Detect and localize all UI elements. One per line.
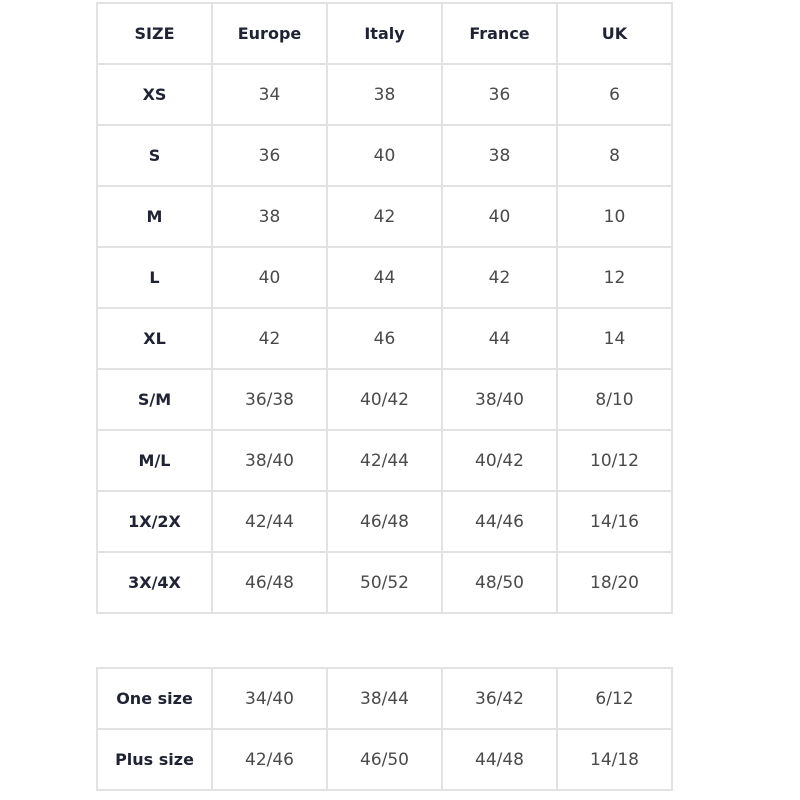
column-header: France xyxy=(441,2,558,65)
column-header: UK xyxy=(556,2,673,65)
size-value-cell: 38 xyxy=(441,124,558,187)
size-value-cell: 38/40 xyxy=(441,368,558,431)
size-value-cell: 34/40 xyxy=(211,667,328,730)
size-value-cell: 36/42 xyxy=(441,667,558,730)
size-label-cell: 1X/2X xyxy=(96,490,213,553)
size-value-cell: 40/42 xyxy=(326,368,443,431)
size-value-cell: 40 xyxy=(211,246,328,309)
size-value-cell: 46/48 xyxy=(211,551,328,614)
size-value-cell: 50/52 xyxy=(326,551,443,614)
table-row: S 36 40 38 8 xyxy=(96,124,673,187)
special-sizes-table: One size 34/40 38/44 36/42 6/12 Plus size 42/4… xyxy=(96,667,673,791)
size-value-cell: 42/44 xyxy=(211,490,328,553)
size-value-cell: 34 xyxy=(211,63,328,126)
size-value-cell: 14/16 xyxy=(556,490,673,553)
table-row: L 40 44 42 12 xyxy=(96,246,673,309)
table-row: 3X/4X 46/48 50/52 48/50 18/20 xyxy=(96,551,673,614)
size-value-cell: 44 xyxy=(326,246,443,309)
table-row: S/M 36/38 40/42 38/40 8/10 xyxy=(96,368,673,431)
size-label-cell: XS xyxy=(96,63,213,126)
size-value-cell: 14/18 xyxy=(556,728,673,791)
size-value-cell: 46/48 xyxy=(326,490,443,553)
column-header: Europe xyxy=(211,2,328,65)
size-value-cell: 48/50 xyxy=(441,551,558,614)
table-row: XS 34 38 36 6 xyxy=(96,63,673,126)
size-value-cell: 42/46 xyxy=(211,728,328,791)
size-value-cell: 42 xyxy=(211,307,328,370)
size-value-cell: 44/46 xyxy=(441,490,558,553)
size-value-cell: 42 xyxy=(326,185,443,248)
size-conversion-table: SIZE Europe Italy France UK XS 34 38 36 6 S 36 40 38 8… xyxy=(96,2,673,614)
size-value-cell: 44 xyxy=(441,307,558,370)
size-value-cell: 44/48 xyxy=(441,728,558,791)
header-row: SIZE Europe Italy France UK xyxy=(96,2,673,65)
size-value-cell: 10 xyxy=(556,185,673,248)
size-label-cell: S/M xyxy=(96,368,213,431)
size-value-cell: 38/40 xyxy=(211,429,328,492)
size-value-cell: 8 xyxy=(556,124,673,187)
size-value-cell: 46 xyxy=(326,307,443,370)
size-value-cell: 18/20 xyxy=(556,551,673,614)
size-value-cell: 6/12 xyxy=(556,667,673,730)
size-label-cell: S xyxy=(96,124,213,187)
size-label-cell: XL xyxy=(96,307,213,370)
size-value-cell: 40/42 xyxy=(441,429,558,492)
size-value-cell: 12 xyxy=(556,246,673,309)
size-value-cell: 10/12 xyxy=(556,429,673,492)
table-row: One size 34/40 38/44 36/42 6/12 xyxy=(96,667,673,730)
table-row: XL 42 46 44 14 xyxy=(96,307,673,370)
size-value-cell: 36 xyxy=(211,124,328,187)
size-value-cell: 6 xyxy=(556,63,673,126)
size-label-cell: L xyxy=(96,246,213,309)
size-label-cell: M/L xyxy=(96,429,213,492)
table-row: 1X/2X 42/44 46/48 44/46 14/16 xyxy=(96,490,673,553)
size-label-cell: 3X/4X xyxy=(96,551,213,614)
size-value-cell: 38 xyxy=(211,185,328,248)
size-value-cell: 14 xyxy=(556,307,673,370)
size-label-cell: One size xyxy=(96,667,213,730)
column-header: Italy xyxy=(326,2,443,65)
size-value-cell: 42 xyxy=(441,246,558,309)
size-value-cell: 38/44 xyxy=(326,667,443,730)
table-row: M/L 38/40 42/44 40/42 10/12 xyxy=(96,429,673,492)
size-value-cell: 46/50 xyxy=(326,728,443,791)
size-label-cell: Plus size xyxy=(96,728,213,791)
size-value-cell: 36 xyxy=(441,63,558,126)
column-header: SIZE xyxy=(96,2,213,65)
table-row: M 38 42 40 10 xyxy=(96,185,673,248)
size-value-cell: 40 xyxy=(326,124,443,187)
size-label-cell: M xyxy=(96,185,213,248)
size-value-cell: 38 xyxy=(326,63,443,126)
size-value-cell: 42/44 xyxy=(326,429,443,492)
size-value-cell: 8/10 xyxy=(556,368,673,431)
table-row: Plus size 42/46 46/50 44/48 14/18 xyxy=(96,728,673,791)
size-value-cell: 36/38 xyxy=(211,368,328,431)
size-value-cell: 40 xyxy=(441,185,558,248)
